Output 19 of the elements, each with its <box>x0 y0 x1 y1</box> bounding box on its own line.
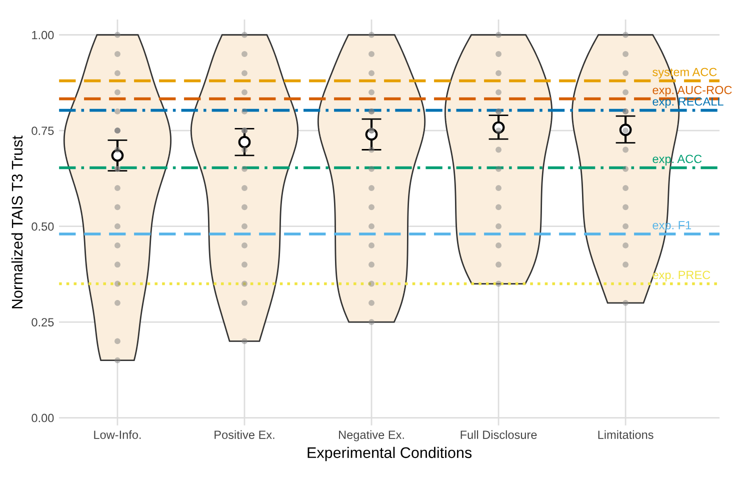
x-axis-title: Experimental Conditions <box>308 446 472 462</box>
point <box>365 128 378 141</box>
point <box>619 124 632 136</box>
x-tick-label: Positive Ex. <box>214 430 274 439</box>
x-tick-label: Full Disclosure <box>460 430 537 439</box>
y-tick-label: 0.25 <box>32 318 54 326</box>
y-tick-label: 1.00 <box>32 30 54 40</box>
y-axis-title: Normalized TAIS T3 Trust <box>11 136 23 308</box>
y-tick-label: 0.00 <box>32 414 54 422</box>
ref-line-label: exp. AUC-ROC <box>652 86 732 97</box>
point <box>238 136 251 148</box>
x-tick-label: Low-Info. <box>94 430 141 439</box>
x-tick-label: Negative Ex. <box>339 430 404 442</box>
x-tick-label: Limitations <box>598 430 654 439</box>
y-tick-label: 0.75 <box>32 126 54 135</box>
point <box>111 149 124 162</box>
y-tick-label: 0.50 <box>32 222 54 231</box>
point <box>492 121 505 134</box>
ref-line-label: exp. PREC <box>652 270 710 282</box>
